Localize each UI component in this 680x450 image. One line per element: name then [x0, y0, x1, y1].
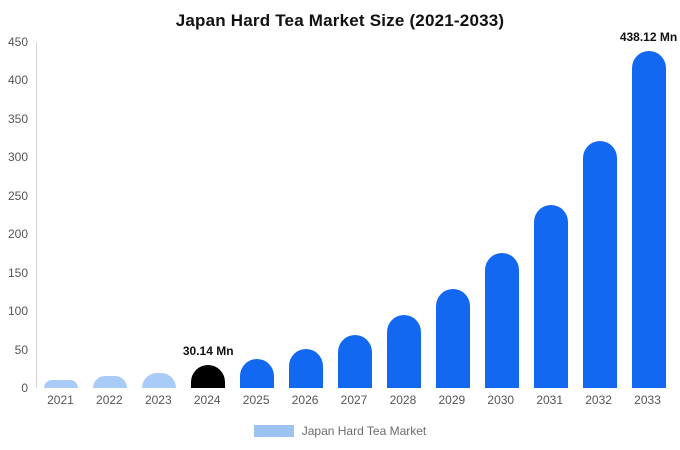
- bar-column: [477, 42, 526, 388]
- legend-item[interactable]: Japan Hard Tea Market: [0, 424, 680, 438]
- y-tick-label: 400: [7, 73, 28, 88]
- x-tick-label: 2027: [340, 393, 368, 407]
- bar-column: 438.12 Mn: [620, 30, 677, 388]
- x-tick-label: 2026: [291, 393, 319, 407]
- bar-2029[interactable]: [435, 288, 470, 388]
- bar-2033[interactable]: [631, 51, 666, 388]
- y-tick-label: 0: [21, 381, 28, 395]
- bar-2021[interactable]: [44, 379, 79, 388]
- x-tick-label: 2031: [536, 393, 564, 407]
- y-tick-label: 250: [7, 188, 28, 203]
- y-tick-label: 350: [7, 111, 28, 126]
- bar-column: [526, 42, 575, 388]
- x-tick-label: 2022: [96, 393, 123, 407]
- x-axis: 2021 2022 2023 2024 2025 2026 2027 2028 2029 2030…: [36, 393, 672, 407]
- bar-column: [135, 42, 184, 388]
- y-tick-label: 150: [7, 265, 28, 280]
- legend-swatch: [253, 425, 294, 437]
- bar-2025[interactable]: [240, 358, 275, 388]
- plot-area: 30.14 Mn 438.12 Mn: [36, 30, 677, 388]
- x-tick-label: 2032: [585, 393, 612, 407]
- x-tick-label: 2033: [634, 393, 661, 407]
- bar-2027[interactable]: [337, 334, 372, 388]
- bar-column: [575, 42, 624, 388]
- y-tick-label: 300: [7, 150, 28, 165]
- x-tick-label: 2021: [47, 393, 74, 407]
- y-tick-label: 450: [7, 35, 28, 49]
- bar-value-label: 438.12 Mn: [619, 30, 678, 45]
- legend-label: Japan Hard Tea Market: [301, 424, 427, 438]
- bar-column: [37, 42, 86, 388]
- bars-container: 30.14 Mn 438.12 Mn: [37, 30, 677, 388]
- bar-column: [233, 42, 282, 388]
- x-tick-label: 2023: [144, 393, 172, 407]
- bar-2030[interactable]: [484, 252, 519, 388]
- y-tick-label: 100: [7, 304, 28, 319]
- y-axis: 0 50 100 150 200 250 300 350 400 450: [0, 35, 30, 395]
- bar-column: [282, 42, 331, 388]
- bar-column: [428, 42, 477, 388]
- x-tick-label: 2024: [193, 393, 221, 407]
- bar-2028[interactable]: [386, 314, 421, 388]
- x-tick-label: 2030: [487, 393, 515, 407]
- bar-2026[interactable]: [289, 348, 324, 388]
- bar-2032[interactable]: [582, 141, 617, 388]
- bar-column: 30.14 Mn: [182, 42, 234, 388]
- bar-2024[interactable]: [191, 364, 226, 388]
- bar-column: [379, 42, 428, 388]
- bar-column: [331, 42, 380, 388]
- x-tick-label: 2029: [438, 393, 466, 407]
- bar-column: [86, 42, 135, 388]
- bar-2023[interactable]: [142, 372, 177, 388]
- x-tick-label: 2028: [389, 393, 417, 407]
- x-tick-label: 2025: [242, 393, 270, 407]
- chart-title: Japan Hard Tea Market Size (2021-2033): [175, 11, 505, 30]
- bar-2022[interactable]: [93, 376, 128, 388]
- y-tick-label: 50: [14, 342, 28, 357]
- bar-2031[interactable]: [533, 205, 568, 388]
- y-tick-label: 200: [7, 227, 28, 242]
- bar-value-label: 30.14 Mn: [182, 343, 234, 358]
